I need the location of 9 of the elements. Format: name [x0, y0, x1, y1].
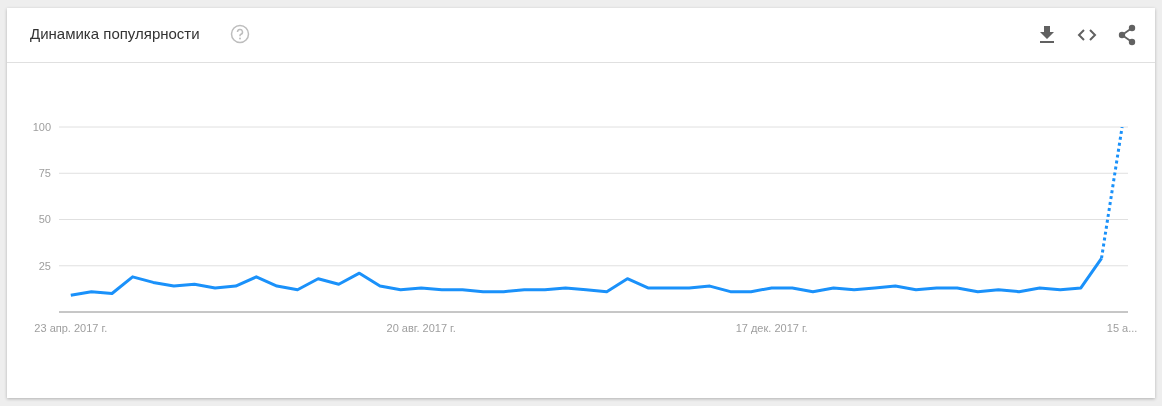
- y-tick-label: 25: [38, 259, 51, 272]
- x-tick-label: 20 авг. 2017 г.: [386, 321, 456, 334]
- y-tick-label: 75: [38, 167, 51, 180]
- chart-title: Динамика популярности: [30, 25, 200, 42]
- y-tick-label: 50: [38, 213, 51, 226]
- x-tick-label: 15 а...: [1106, 321, 1138, 334]
- x-tick-label: 23 апр. 2017 г.: [34, 321, 108, 334]
- y-tick-label: 100: [32, 120, 51, 133]
- x-tick-label: 17 дек. 2017 г.: [735, 321, 808, 334]
